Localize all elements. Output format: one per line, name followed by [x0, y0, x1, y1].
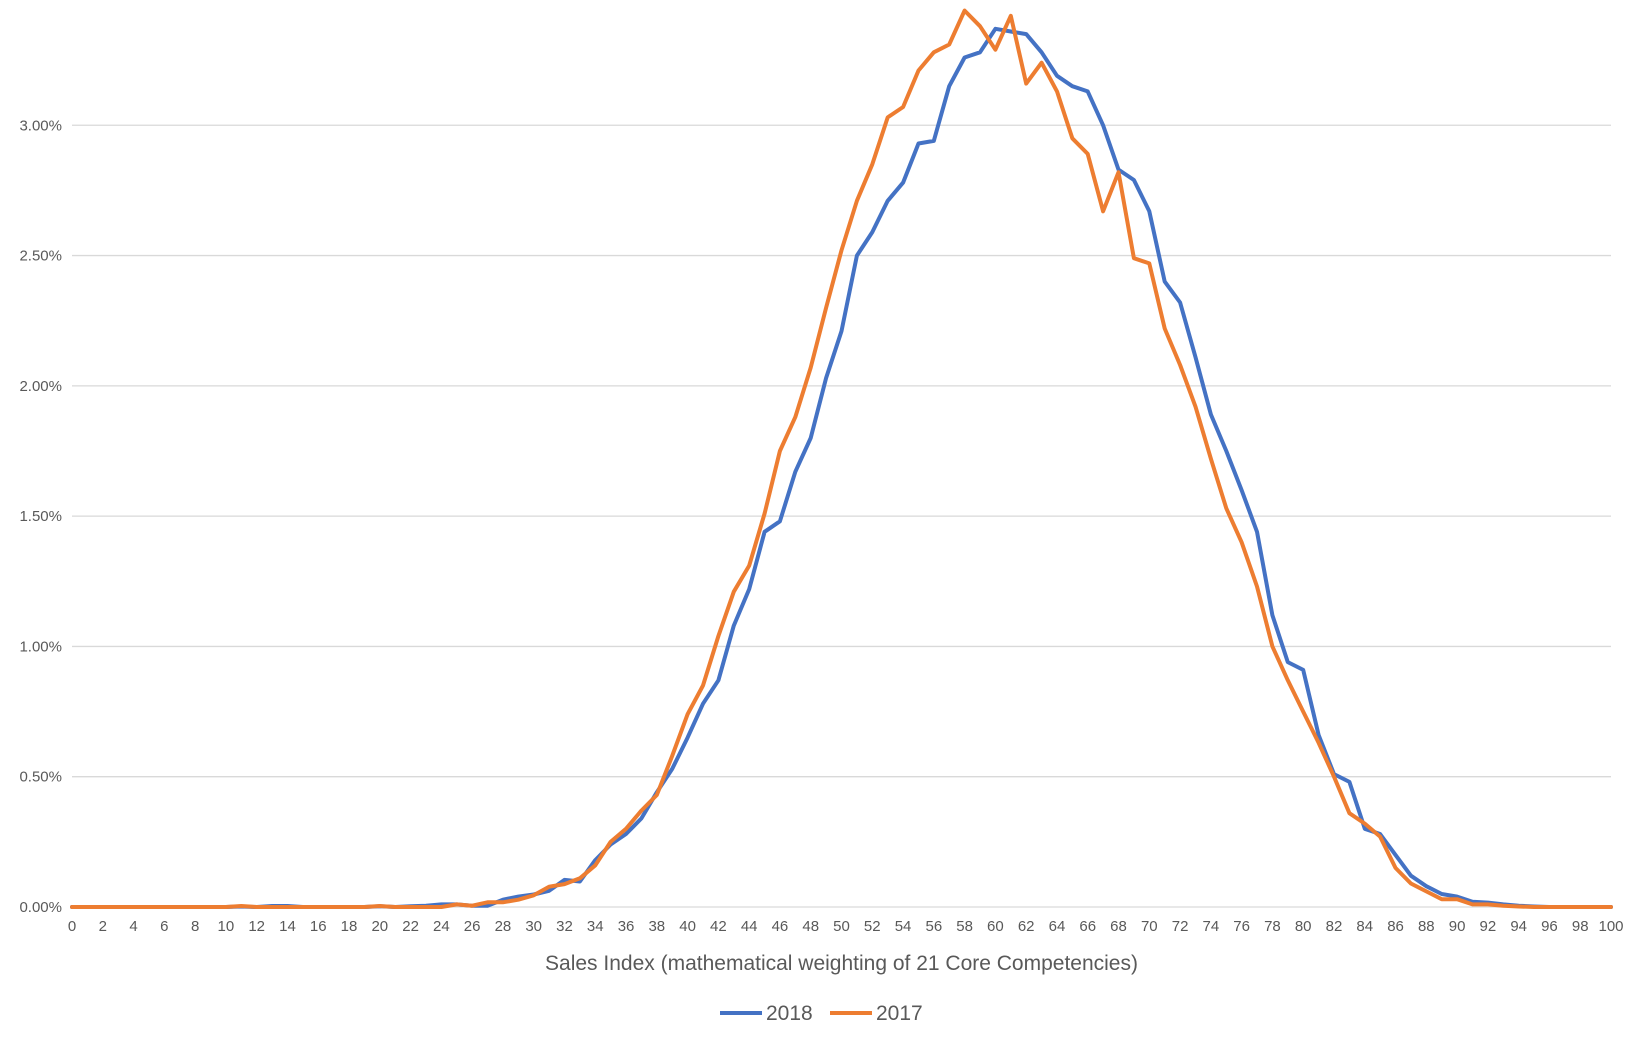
x-tick-label: 88 [1418, 918, 1435, 935]
x-tick-label: 18 [341, 918, 358, 935]
x-tick-label: 84 [1356, 918, 1373, 935]
legend-item-2017: 2017 [830, 1002, 923, 1025]
series-line-2017 [70, 8, 1613, 909]
x-tick-label: 74 [1203, 918, 1220, 935]
x-tick-label: 80 [1295, 918, 1312, 935]
y-tick-label: 0.00% [19, 899, 62, 916]
x-tick-label: 38 [648, 918, 665, 935]
y-tick-label: 0.50% [19, 769, 62, 786]
y-tick-label: 1.00% [19, 638, 62, 655]
x-tick-label: 44 [741, 918, 758, 935]
x-tick-label: 72 [1172, 918, 1189, 935]
y-tick-label: 3.00% [19, 117, 62, 134]
x-tick-label: 64 [1049, 918, 1066, 935]
x-axis-title: Sales Index (mathematical weighting of 2… [545, 952, 1138, 975]
x-tick-label: 12 [248, 918, 265, 935]
x-tick-label: 16 [310, 918, 327, 935]
x-tick-label: 30 [525, 918, 542, 935]
legend: 2018 2017 [720, 1002, 923, 1025]
x-tick-label: 76 [1233, 918, 1250, 935]
y-tick-label: 1.50% [19, 508, 62, 525]
x-tick-label: 70 [1141, 918, 1158, 935]
x-tick-label: 46 [772, 918, 789, 935]
x-tick-label: 6 [160, 918, 168, 935]
x-tick-label: 58 [956, 918, 973, 935]
legend-label: 2017 [876, 1002, 923, 1025]
x-tick-label: 96 [1541, 918, 1558, 935]
series-lines [70, 8, 1613, 909]
x-tick-label: 28 [495, 918, 512, 935]
x-tick-label: 50 [833, 918, 850, 935]
x-tick-label: 62 [1018, 918, 1035, 935]
x-tick-label: 68 [1110, 918, 1127, 935]
x-tick-label: 56 [925, 918, 942, 935]
x-tick-label: 100 [1598, 918, 1623, 935]
x-tick-label: 4 [129, 918, 137, 935]
x-tick-label: 14 [279, 918, 296, 935]
x-tick-label: 78 [1264, 918, 1281, 935]
y-tick-label: 2.00% [19, 378, 62, 395]
x-tick-label: 98 [1572, 918, 1589, 935]
legend-item-2018: 2018 [720, 1002, 813, 1025]
x-tick-label: 54 [895, 918, 912, 935]
x-tick-label: 90 [1449, 918, 1466, 935]
x-axis-ticks: 0 2 4 6 8 10 12 14 16 18 20 22 24 26 28 30 32 34 36 38 40 42 4… [68, 918, 1624, 935]
x-tick-label: 42 [710, 918, 727, 935]
x-tick-label: 22 [402, 918, 419, 935]
gridlines [72, 124, 1611, 778]
x-tick-label: 34 [587, 918, 604, 935]
x-tick-label: 92 [1480, 918, 1497, 935]
y-axis-ticks: 0.00% 0.50% 1.00% 1.50% 2.00% 2.50% 3.00% [19, 117, 62, 916]
x-tick-label: 24 [433, 918, 450, 935]
legend-label: 2018 [766, 1002, 813, 1025]
x-tick-label: 2 [99, 918, 107, 935]
x-tick-label: 94 [1510, 918, 1527, 935]
x-tick-label: 26 [464, 918, 481, 935]
x-tick-label: 48 [802, 918, 819, 935]
x-tick-label: 52 [864, 918, 881, 935]
x-tick-label: 32 [556, 918, 573, 935]
x-tick-label: 82 [1326, 918, 1343, 935]
series-line-2018 [70, 26, 1613, 909]
x-tick-label: 86 [1387, 918, 1404, 935]
x-tick-label: 0 [68, 918, 76, 935]
y-tick-label: 2.50% [19, 248, 62, 265]
x-tick-label: 36 [618, 918, 635, 935]
x-tick-label: 20 [371, 918, 388, 935]
x-tick-label: 8 [191, 918, 199, 935]
x-tick-label: 60 [987, 918, 1004, 935]
x-tick-label: 10 [218, 918, 235, 935]
x-tick-label: 40 [679, 918, 696, 935]
x-tick-label: 66 [1079, 918, 1096, 935]
